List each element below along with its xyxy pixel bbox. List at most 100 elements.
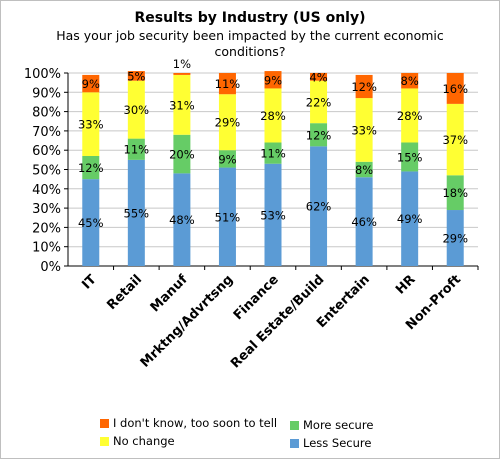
data-label: 29% [215,116,241,130]
data-label: 48% [169,213,195,227]
legend-label-dont-know: I don't know, too soon to tell [113,416,278,430]
bar-segment [446,175,464,211]
bar-segment [127,138,145,160]
bar-segment [264,88,282,143]
chart-legend: I don't know, too soon to tell No change… [100,416,400,452]
data-label: 11% [124,143,150,157]
data-label: 30% [124,103,150,117]
data-label: 33% [78,118,104,132]
data-label: 31% [169,98,195,112]
data-label: 11% [215,77,241,91]
x-tick-label: Mrktng/Advrtsng [138,272,236,370]
bar-segment [127,159,145,266]
data-label: 15% [397,150,423,164]
legend-label-more-secure: More secure [303,418,374,432]
legend-swatch-more-secure [290,420,299,430]
bar-segment [82,74,100,93]
bar-segment [173,173,191,266]
bar-segment [82,179,100,266]
legend-label-no-change: No change [113,434,175,448]
bar-segment [401,142,419,172]
stacked-bar-chart: 0% 10% 20% 30% 40% 50% 60% 70% 80% 90% 100% 45% 12% 3… [24,57,479,371]
y-tick-label: 30% [32,202,61,217]
bar-segment [401,171,419,266]
data-label: 18% [442,186,468,200]
data-label: 22% [306,95,332,109]
bar-segment [82,92,100,156]
x-tick-label: Retail [104,272,145,313]
bar-segment [355,74,373,99]
data-label: 16% [442,82,468,96]
bar-segment [218,167,236,266]
bar-segment [127,80,145,139]
y-tick-label: 100% [24,67,61,82]
bar-segment [446,103,464,176]
data-label: 5% [127,69,145,83]
bar-segment [264,163,282,266]
bar-segment [173,74,191,135]
data-label: 62% [306,200,332,214]
data-label: 55% [124,206,150,220]
bar-segment [264,71,282,89]
x-tick-label: HR [393,272,418,297]
data-label: 28% [260,109,286,123]
bar-segment [173,134,191,174]
legend-label-less-secure: Less Secure [303,436,372,450]
data-label: 37% [442,133,468,147]
x-tick-label: Real Estate/Build [228,272,327,371]
data-label: 8% [401,74,419,88]
x-tick-label: IT [79,272,99,292]
data-label: 33% [351,123,377,137]
bar-segment [82,155,100,180]
bar-segment [401,73,419,89]
data-label: 51% [215,210,241,224]
bar-segment [218,73,236,95]
chart-title: Results by Industry (US only) [134,10,366,26]
data-label: 1% [173,57,191,71]
bar-segment [264,142,282,164]
data-label: 8% [355,163,373,177]
legend-item-no-change: No change [100,434,175,448]
bar-segment [310,80,328,124]
data-label: 53% [260,208,286,222]
bar-segment [218,94,236,151]
bar-segment [355,177,373,266]
y-tick-label: 10% [32,241,61,256]
bar-segment [173,73,191,75]
data-label: 9% [82,77,100,91]
data-label: 4% [309,70,327,84]
legend-item-dont-know: I don't know, too soon to tell [100,416,277,430]
bar-segment [310,123,328,147]
data-label: 12% [351,80,377,94]
x-tick-label: Manuf [148,272,191,315]
y-tick-label: 90% [32,86,61,101]
data-label: 29% [442,232,468,246]
data-label: 28% [397,109,423,123]
data-label: 11% [260,147,286,161]
y-tick-label: 20% [32,221,61,236]
legend-item-more-secure: More secure [290,418,373,432]
data-label: 12% [306,128,332,142]
legend-swatch-less-secure [290,438,299,448]
y-tick-label: 60% [32,144,61,159]
y-tick-label: 40% [32,183,61,198]
bar-segment [446,210,464,266]
legend-item-less-secure: Less Secure [290,436,371,450]
legend-swatch-dont-know [100,418,109,428]
y-tick-label: 80% [32,106,61,121]
data-label: 12% [78,161,104,175]
y-tick-label: 70% [32,125,61,140]
data-label: 9% [264,73,282,87]
data-label: 9% [218,152,236,166]
bar-segment [355,161,373,178]
data-label: 45% [78,216,104,230]
bar-segment [310,146,328,266]
bar-segment [446,73,464,104]
bar-segment [218,150,236,168]
data-label: 49% [397,212,423,226]
legend-swatch-no-change [100,436,109,446]
bar-segment [355,98,373,162]
data-label: 20% [169,148,195,162]
bar-segment [401,88,419,143]
y-tick-label: 50% [32,164,61,179]
